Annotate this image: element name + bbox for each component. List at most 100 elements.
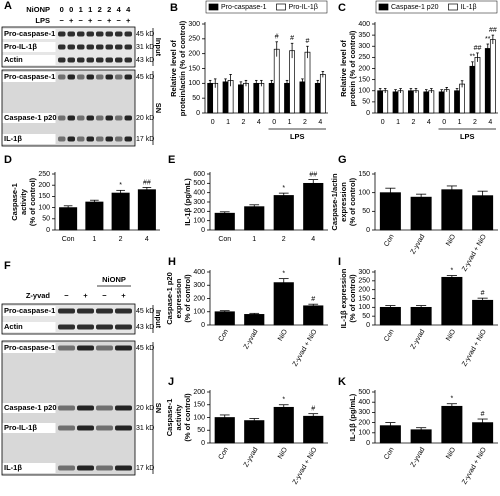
y-axis-label: Caspase-1/actin: [330, 173, 339, 231]
lane-label: +: [121, 291, 126, 300]
bar: [472, 195, 494, 231]
y-tick-label: 300: [193, 282, 205, 289]
y-tick-label: 100: [193, 309, 205, 316]
y-tick-label: 300: [358, 409, 370, 416]
y-tick-label: 250: [38, 171, 50, 178]
x-tick-label: Z-yvad + NiO: [461, 328, 488, 368]
y-tick-label: 200: [358, 419, 370, 426]
band: [77, 324, 94, 330]
bar: [379, 306, 401, 326]
y-tick-label: 300: [358, 269, 370, 276]
bar: [441, 405, 463, 444]
bar: [392, 91, 399, 114]
header-label: Z-yvad: [26, 291, 51, 300]
band: [124, 57, 132, 63]
band: [67, 136, 75, 142]
band: [58, 57, 66, 63]
band: [77, 136, 85, 142]
band: [96, 74, 104, 80]
band: [58, 31, 66, 37]
y-axis-label: IL-1β expression: [339, 268, 348, 328]
x-tick-label: 2: [241, 119, 245, 126]
y-tick-label: 50: [362, 99, 370, 106]
row-label-bg: [2, 403, 56, 413]
bar: [244, 420, 265, 444]
row-label-bg: [2, 343, 56, 353]
bar: [410, 196, 432, 231]
y-tick-label: 500: [358, 389, 370, 396]
lane-label: 2: [98, 5, 102, 14]
y-axis-label: (% of control): [183, 274, 192, 323]
significance-marker: **: [470, 54, 476, 61]
bar: [319, 74, 326, 114]
bar: [410, 306, 432, 326]
legend-swatch: [276, 3, 286, 11]
legend-label: IL-1β: [460, 4, 476, 11]
y-axis-label: (% of control): [348, 274, 357, 323]
y-tick-label: 350: [358, 32, 370, 39]
row-label: IL-1β: [4, 463, 22, 472]
x-tick-label: 1: [458, 119, 462, 126]
y-axis-label: activity: [174, 404, 183, 431]
row-label: Pro-caspase-1: [4, 29, 55, 38]
significance-marker: *: [282, 397, 285, 404]
row-label-bg: [2, 322, 56, 332]
bar: [472, 299, 494, 326]
y-tick-label: 400: [193, 269, 205, 276]
y-tick-label: 200: [358, 287, 370, 294]
x-tick-label: 2: [282, 236, 286, 243]
y-tick-label: 50: [192, 95, 200, 102]
y-tick-label: 0: [366, 440, 370, 447]
band: [67, 74, 75, 80]
y-tick-label: 50: [362, 313, 370, 320]
x-tick-label: 0: [211, 119, 215, 126]
x-tick-label: NiO: [445, 233, 457, 247]
y-axis-label: Caspase-1: [10, 183, 19, 221]
bar: [303, 415, 324, 444]
legend-swatch: [208, 3, 219, 11]
row-label-bg: [2, 306, 56, 316]
y-tick-label: 50: [362, 208, 370, 215]
significance-marker: *: [282, 270, 285, 277]
bar: [268, 82, 275, 114]
x-tick-label: 0: [272, 119, 276, 126]
y-axis-label: protein (% of control): [348, 30, 357, 106]
y-axis-label: Caspase-1: [165, 399, 174, 437]
band: [86, 74, 94, 80]
bar: [489, 39, 496, 114]
x-tick-label: Con: [383, 328, 396, 343]
band: [96, 425, 113, 431]
lane-label: −: [102, 291, 107, 300]
size-label: 45 kD: [136, 345, 154, 352]
y-tick-label: 0: [201, 322, 205, 329]
panel-label: A: [4, 0, 12, 12]
x-tick-label: Z-yvad: [243, 446, 260, 468]
x-tick-label: Z-yvad: [410, 328, 427, 350]
band: [86, 57, 94, 63]
x-tick-label: 2: [303, 119, 307, 126]
band: [58, 308, 75, 314]
x-tick-label: NiO: [277, 328, 289, 342]
y-tick-label: 400: [358, 21, 370, 28]
y-axis-label: activity: [19, 188, 28, 215]
size-label: 17 kD: [136, 136, 154, 143]
bar: [454, 90, 460, 114]
y-tick-label: 50: [197, 427, 205, 434]
band: [58, 345, 75, 351]
band: [115, 136, 123, 142]
x-tick-label: 2: [119, 236, 123, 243]
band: [115, 465, 132, 471]
significance-marker: #: [481, 290, 485, 297]
significance-marker: ##: [474, 45, 482, 52]
bar: [299, 81, 306, 114]
band: [96, 31, 104, 37]
y-tick-label: 200: [193, 295, 205, 302]
bar: [438, 91, 445, 114]
band: [96, 405, 113, 411]
band: [58, 465, 75, 471]
band: [96, 345, 113, 351]
y-tick-label: 100: [358, 304, 370, 311]
y-tick-label: 200: [193, 389, 205, 396]
legend-frame: [375, 0, 498, 14]
